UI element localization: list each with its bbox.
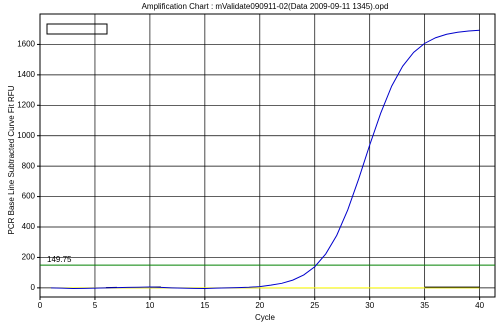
threshold-label: 149.75 xyxy=(47,255,72,264)
y-tick-label: 200 xyxy=(22,253,36,262)
x-tick-label: 35 xyxy=(420,301,429,310)
x-tick-label: 0 xyxy=(38,301,43,310)
y-tick-label: 400 xyxy=(22,222,36,231)
x-axis-label: Cycle xyxy=(255,313,276,322)
y-tick-label: 0 xyxy=(31,283,36,292)
x-tick-label: 15 xyxy=(200,301,209,310)
plot-area xyxy=(39,13,496,298)
y-tick-label: 600 xyxy=(22,192,36,201)
x-tick-label: 40 xyxy=(475,301,484,310)
legend-box xyxy=(46,23,108,35)
y-tick-label: 800 xyxy=(22,161,36,170)
y-tick-label: 1000 xyxy=(17,131,35,140)
y-tick-label: 1400 xyxy=(17,70,35,79)
x-tick-label: 30 xyxy=(365,301,374,310)
y-axis-label: PCR Base Line Subtracted Curve Fit RFU xyxy=(7,85,16,234)
x-tick-label: 20 xyxy=(255,301,264,310)
series-line xyxy=(50,29,480,289)
x-tick-label: 10 xyxy=(145,301,154,310)
y-tick-label: 1200 xyxy=(17,100,35,109)
x-tick-label: 5 xyxy=(93,301,98,310)
y-tick-label: 1600 xyxy=(17,40,35,49)
chart-title: Amplification Chart : mValidate090911-02… xyxy=(142,2,389,11)
x-tick-label: 25 xyxy=(310,301,319,310)
